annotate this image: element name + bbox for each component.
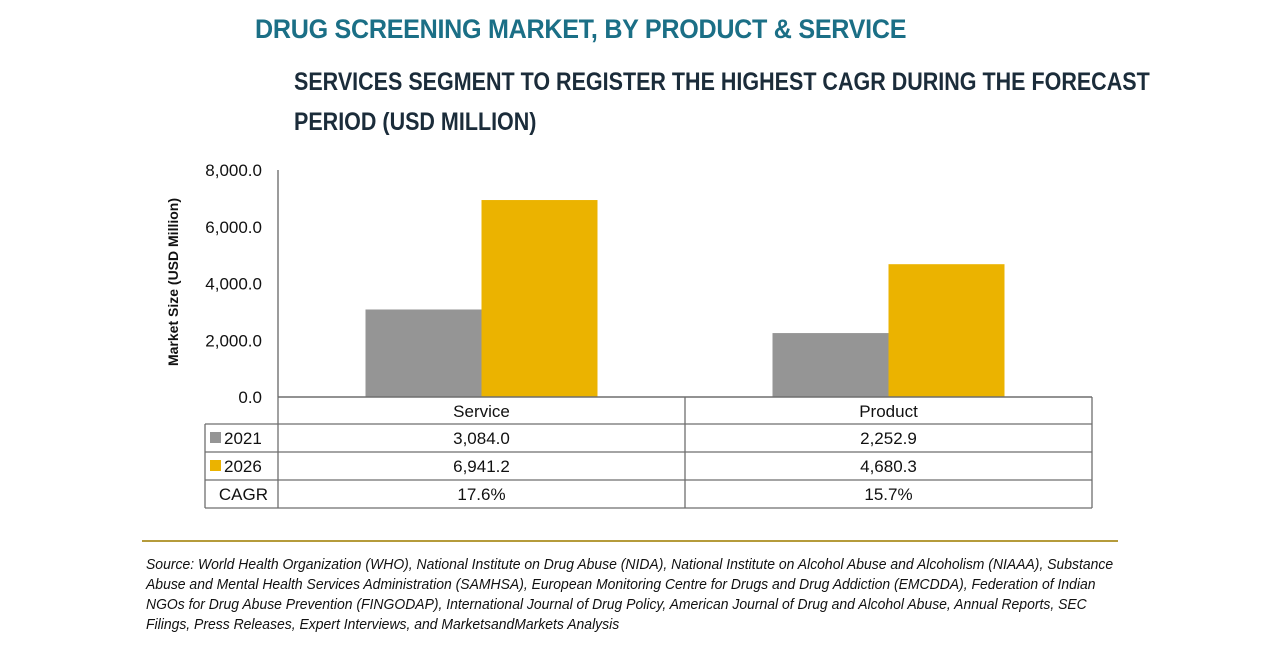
source-note: Source: World Health Organization (WHO),… xyxy=(146,556,1114,633)
bar-2026-service xyxy=(481,200,598,397)
bar-2026-product xyxy=(888,264,1005,397)
subtitle-line-2: PERIOD (USD MILLION) xyxy=(294,108,537,136)
bar-chart: 0.0 2,000.0 4,000.0 6,000.0 8,000.0 Market Si… xyxy=(165,161,1093,509)
y-tick-label: 0.0 xyxy=(238,388,262,407)
y-tick-label: 4,000.0 xyxy=(205,275,262,294)
cagr-row-label: CAGR xyxy=(219,485,268,504)
y-axis-title: Market Size (USD Million) xyxy=(165,198,181,366)
chart-title: DRUG SCREENING MARKET, BY PRODUCT & SERV… xyxy=(255,14,907,44)
data-table: Service Product 2021 3,084.0 2,252.9 2026 6,94… xyxy=(204,396,1093,509)
chart-subtitle: SERVICES SEGMENT TO REGISTER THE HIGHEST… xyxy=(294,62,1150,142)
legend-label-2026: 2026 xyxy=(224,457,262,476)
bars xyxy=(365,200,1005,397)
legend-label-2021: 2021 xyxy=(224,429,262,448)
y-tick-label: 6,000.0 xyxy=(205,218,262,237)
divider-rule xyxy=(142,540,1118,542)
data-label-2021-service: 3,084.0 xyxy=(453,429,510,448)
data-label-2026-service: 6,941.2 xyxy=(453,457,510,476)
y-tick-label: 8,000.0 xyxy=(205,161,262,180)
category-label-product: Product xyxy=(859,402,918,421)
bar-2021-product xyxy=(772,333,889,397)
y-tick-label: 2,000.0 xyxy=(205,331,262,350)
category-label-service: Service xyxy=(453,402,510,421)
cagr-value-service: 17.6% xyxy=(457,485,505,504)
data-label-2026-product: 4,680.3 xyxy=(860,457,917,476)
legend-swatch-2021 xyxy=(210,432,221,443)
data-label-2021-product: 2,252.9 xyxy=(860,429,917,448)
subtitle-line-1: SERVICES SEGMENT TO REGISTER THE HIGHEST… xyxy=(294,68,1150,96)
bar-2021-service xyxy=(365,309,482,397)
y-axis: 0.0 2,000.0 4,000.0 6,000.0 8,000.0 Market Si… xyxy=(165,161,279,407)
cagr-value-product: 15.7% xyxy=(864,485,912,504)
legend-swatch-2026 xyxy=(210,460,221,471)
